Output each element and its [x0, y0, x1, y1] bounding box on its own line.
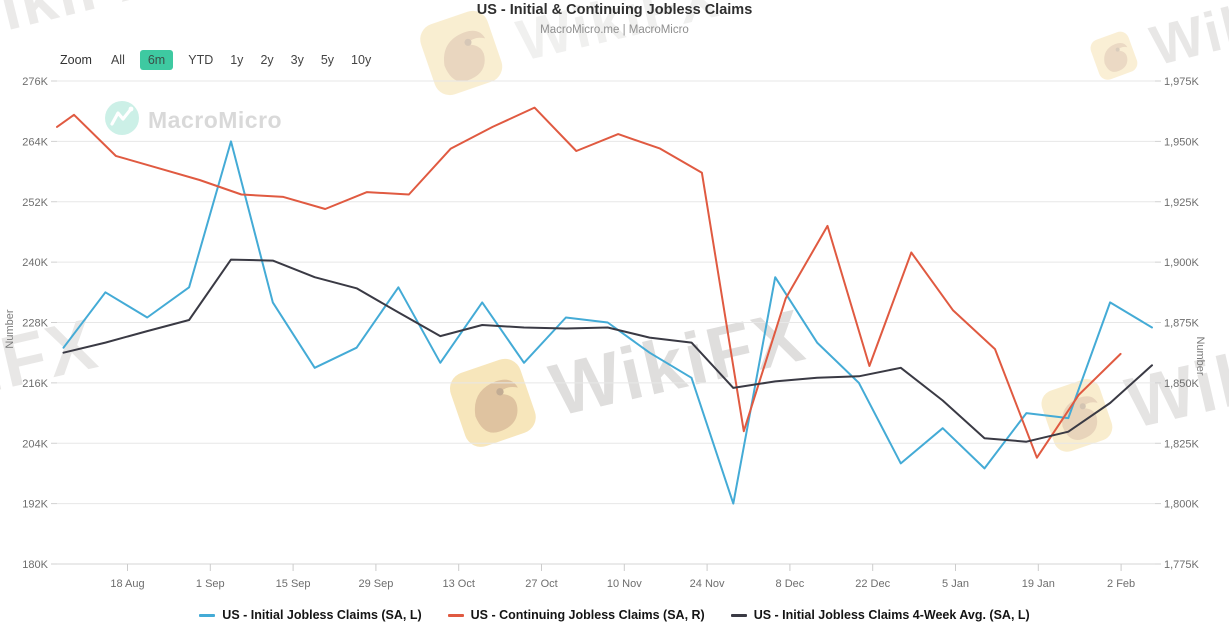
y-left-tick-label: 240K: [22, 257, 48, 269]
legend-item-1[interactable]: US - Continuing Jobless Claims (SA, R): [447, 608, 705, 622]
x-axis-tick-label: 22 Dec: [855, 578, 890, 590]
x-axis-tick-label: 2 Feb: [1107, 578, 1135, 590]
legend-marker-icon: [447, 613, 464, 617]
x-axis-tick-label: 18 Aug: [110, 578, 144, 590]
zoom-label: Zoom: [60, 53, 92, 67]
x-axis-tick-label: 24 Nov: [690, 578, 725, 590]
series-line-initial-claims-4wk-avg[interactable]: [62, 258, 1153, 443]
x-axis-tick-label: 13 Oct: [442, 578, 474, 590]
page-title: US - Initial & Continuing Jobless Claims: [476, 2, 753, 18]
legend-label: US - Initial Jobless Claims (SA, L): [222, 608, 422, 622]
zoom-range-button-3y[interactable]: 3y: [290, 53, 304, 67]
x-axis-tick-label: 10 Nov: [607, 578, 642, 590]
y-left-tick-label: 192K: [22, 499, 48, 511]
x-axis-tick-label: 5 Jan: [942, 578, 969, 590]
zoom-range-button-1y[interactable]: 1y: [230, 53, 244, 67]
x-axis-tick-label: 1 Sep: [196, 578, 225, 590]
x-axis-tick-label: 19 Jan: [1022, 578, 1055, 590]
x-axis-tick-label: 8 Dec: [776, 578, 805, 590]
series-line-continuing-claims[interactable]: [56, 106, 1122, 459]
zoom-range-button-ytd[interactable]: YTD: [188, 53, 214, 67]
legend-item-2[interactable]: US - Initial Jobless Claims 4-Week Avg. …: [730, 608, 1030, 622]
zoom-range-button-all[interactable]: All: [110, 53, 125, 67]
x-axis-tick-label: 27 Oct: [525, 578, 557, 590]
y-right-tick-label: 1,900K: [1164, 257, 1200, 269]
zoom-range-button-6m[interactable]: 6m: [139, 50, 174, 70]
x-axis-tick-label: 15 Sep: [276, 578, 311, 590]
legend-marker-icon: [199, 613, 216, 617]
y-right-tick-label: 1,775K: [1164, 559, 1200, 571]
chart-legend: US - Initial Jobless Claims (SA, L) US - …: [0, 608, 1229, 622]
zoom-range-button-2y[interactable]: 2y: [260, 53, 274, 67]
y-left-tick-label: 216K: [22, 378, 48, 390]
y-left-tick-label: 228K: [22, 318, 48, 330]
legend-label: US - Initial Jobless Claims 4-Week Avg. …: [753, 608, 1030, 622]
zoom-range-button-5y[interactable]: 5y: [320, 53, 335, 67]
legend-marker-icon: [730, 613, 747, 617]
legend-label: US - Continuing Jobless Claims (SA, R): [470, 608, 705, 622]
y-right-tick-label: 1,825K: [1164, 438, 1200, 450]
y-left-tick-label: 252K: [22, 197, 48, 209]
y-right-tick-label: 1,800K: [1164, 499, 1200, 511]
y-left-tick-label: 264K: [22, 136, 48, 148]
y-left-tick-label: 276K: [22, 76, 48, 88]
zoom-toolbar: Zoom All 6m YTD 1y 2y 3y 5y 10y: [60, 50, 373, 70]
y-right-tick-label: 1,850K: [1164, 378, 1200, 390]
legend-item-0[interactable]: US - Initial Jobless Claims (SA, L): [199, 608, 422, 622]
y-right-tick-label: 1,875K: [1164, 318, 1200, 330]
y-right-tick-label: 1,975K: [1164, 76, 1200, 88]
zoom-range-button-10y[interactable]: 10y: [351, 53, 372, 67]
y-right-tick-label: 1,925K: [1164, 197, 1200, 209]
x-axis-tick-label: 29 Sep: [358, 578, 393, 590]
chart-subtitle: MacroMicro.me | MacroMicro: [540, 24, 689, 36]
y-left-tick-label: 180K: [22, 559, 48, 571]
y-left-tick-label: 204K: [22, 438, 48, 450]
y-right-tick-label: 1,950K: [1164, 136, 1200, 148]
